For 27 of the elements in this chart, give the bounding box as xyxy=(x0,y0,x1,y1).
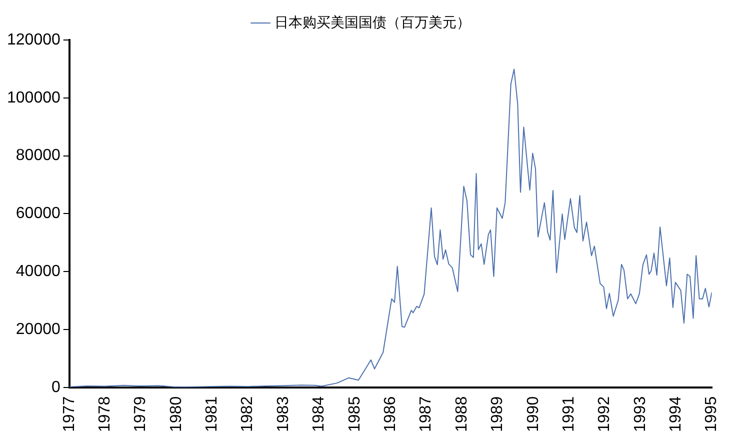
x-tick-label: 1979 xyxy=(132,396,150,432)
y-tick-label: 40000 xyxy=(16,263,60,280)
y-tick-label: 120000 xyxy=(7,31,60,48)
y-tick-label: 80000 xyxy=(16,147,60,164)
x-tick-label: 1992 xyxy=(596,396,614,432)
x-tick-label: 1984 xyxy=(310,396,328,432)
x-tick-label: 1993 xyxy=(632,396,649,432)
y-tick-label: 100000 xyxy=(7,89,60,106)
x-tick-label: 1994 xyxy=(668,396,685,432)
x-tick-label: 1982 xyxy=(239,396,256,432)
y-tick-label: 0 xyxy=(51,378,60,396)
x-tick-label: 1991 xyxy=(560,396,578,432)
legend-label: 日本购买美国国债（百万美元） xyxy=(274,14,470,30)
x-tick-label: 1978 xyxy=(96,396,114,432)
x-tick-label: 1988 xyxy=(453,396,470,432)
x-tick-label: 1990 xyxy=(524,396,542,432)
x-tick-label: 1987 xyxy=(418,396,435,432)
x-tick-label: 1977 xyxy=(60,396,78,432)
y-tick-label: 20000 xyxy=(16,320,60,338)
x-tick-label: 1995 xyxy=(703,396,720,432)
y-tick-label: 60000 xyxy=(16,205,60,222)
x-tick-label: 1981 xyxy=(204,396,221,432)
x-tick-label: 1980 xyxy=(168,396,185,432)
x-tick-label: 1986 xyxy=(382,396,399,432)
x-tick-label: 1983 xyxy=(274,396,292,432)
x-tick-label: 1989 xyxy=(489,396,506,432)
x-tick-label: 1985 xyxy=(346,396,364,432)
